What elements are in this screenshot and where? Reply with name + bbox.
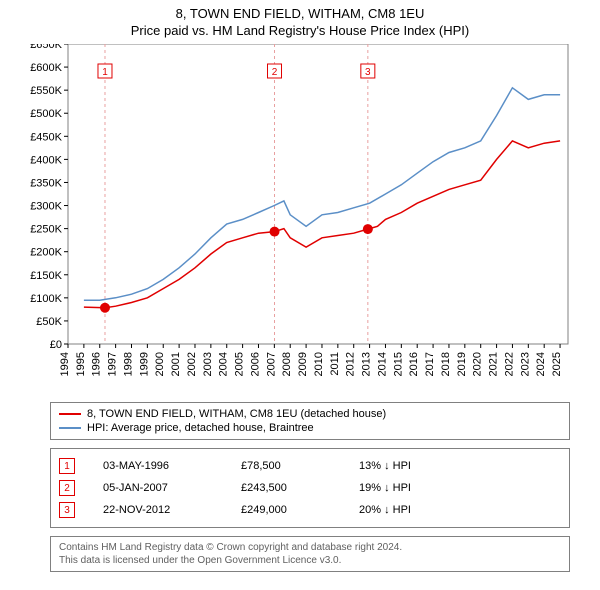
legend-item: 8, TOWN END FIELD, WITHAM, CM8 1EU (deta…	[59, 407, 561, 421]
legend-swatch	[59, 427, 81, 429]
svg-text:2010: 2010	[313, 352, 325, 376]
svg-text:2005: 2005	[234, 352, 246, 376]
license-line-2: This data is licensed under the Open Gov…	[59, 554, 561, 567]
svg-text:2025: 2025	[551, 352, 563, 376]
svg-text:£300K: £300K	[30, 201, 62, 213]
svg-text:1995: 1995	[75, 352, 87, 376]
svg-text:2018: 2018	[440, 352, 452, 376]
svg-text:2007: 2007	[265, 352, 277, 376]
event-date: 22-NOV-2012	[103, 504, 213, 516]
legend: 8, TOWN END FIELD, WITHAM, CM8 1EU (deta…	[50, 402, 570, 440]
svg-text:1998: 1998	[122, 352, 134, 376]
svg-text:£200K: £200K	[30, 247, 62, 259]
svg-text:1996: 1996	[91, 352, 103, 376]
title-line-1: 8, TOWN END FIELD, WITHAM, CM8 1EU	[0, 0, 600, 21]
event-row: 1 03-MAY-1996 £78,500 13% ↓ HPI	[59, 455, 561, 477]
legend-item: HPI: Average price, detached house, Brai…	[59, 421, 561, 435]
svg-text:1997: 1997	[107, 352, 119, 376]
svg-text:3: 3	[365, 67, 371, 78]
svg-text:2021: 2021	[488, 352, 500, 376]
svg-text:2023: 2023	[519, 352, 531, 376]
svg-text:2013: 2013	[361, 352, 373, 376]
license-notice: Contains HM Land Registry data © Crown c…	[50, 536, 570, 572]
svg-text:2017: 2017	[424, 352, 436, 376]
svg-text:£0: £0	[50, 339, 62, 351]
event-diff: 19% ↓ HPI	[359, 482, 561, 494]
svg-text:2006: 2006	[249, 352, 261, 376]
svg-text:2003: 2003	[202, 352, 214, 376]
svg-text:2024: 2024	[535, 352, 547, 376]
line-chart: £0 £50K £100K £150K £200K £250K £300K £350K £400…	[20, 44, 580, 394]
svg-text:£550K: £550K	[30, 85, 62, 97]
svg-text:2004: 2004	[218, 352, 230, 376]
event-diff: 13% ↓ HPI	[359, 460, 561, 472]
svg-text:2000: 2000	[154, 352, 166, 376]
svg-text:2012: 2012	[345, 352, 357, 376]
event-marker: 1	[59, 458, 75, 474]
svg-text:2016: 2016	[408, 352, 420, 376]
svg-text:2015: 2015	[392, 352, 404, 376]
event-marker: 3	[59, 502, 75, 518]
event-date: 05-JAN-2007	[103, 482, 213, 494]
svg-text:£600K: £600K	[30, 62, 62, 74]
event-price: £78,500	[241, 460, 331, 472]
svg-text:1994: 1994	[59, 352, 71, 376]
svg-text:2014: 2014	[376, 352, 388, 376]
legend-label: HPI: Average price, detached house, Brai…	[87, 422, 314, 434]
svg-text:1: 1	[102, 67, 108, 78]
chart-area: £0 £50K £100K £150K £200K £250K £300K £350K £400…	[20, 44, 580, 394]
license-line-1: Contains HM Land Registry data © Crown c…	[59, 541, 561, 554]
svg-text:£500K: £500K	[30, 108, 62, 120]
legend-label: 8, TOWN END FIELD, WITHAM, CM8 1EU (deta…	[87, 408, 386, 420]
svg-text:£450K: £450K	[30, 131, 62, 143]
event-diff: 20% ↓ HPI	[359, 504, 561, 516]
svg-text:£150K: £150K	[30, 270, 62, 282]
svg-text:2: 2	[272, 67, 278, 78]
svg-text:1999: 1999	[138, 352, 150, 376]
svg-text:£50K: £50K	[36, 316, 62, 328]
svg-text:£250K: £250K	[30, 224, 62, 236]
event-price: £249,000	[241, 504, 331, 516]
event-marker: 2	[59, 480, 75, 496]
svg-text:2019: 2019	[456, 352, 468, 376]
svg-text:2002: 2002	[186, 352, 198, 376]
svg-text:2009: 2009	[297, 352, 309, 376]
event-row: 2 05-JAN-2007 £243,500 19% ↓ HPI	[59, 477, 561, 499]
svg-text:2020: 2020	[472, 352, 484, 376]
svg-text:£100K: £100K	[30, 293, 62, 305]
svg-text:2011: 2011	[329, 352, 341, 376]
event-date: 03-MAY-1996	[103, 460, 213, 472]
legend-swatch	[59, 413, 81, 415]
event-price: £243,500	[241, 482, 331, 494]
svg-text:£350K: £350K	[30, 177, 62, 189]
svg-text:2008: 2008	[281, 352, 293, 376]
svg-text:2001: 2001	[170, 352, 182, 376]
event-row: 3 22-NOV-2012 £249,000 20% ↓ HPI	[59, 499, 561, 521]
events-table: 1 03-MAY-1996 £78,500 13% ↓ HPI 2 05-JAN-2007…	[50, 448, 570, 528]
svg-text:£400K: £400K	[30, 154, 62, 166]
svg-text:£650K: £650K	[30, 44, 62, 51]
chart-container: 8, TOWN END FIELD, WITHAM, CM8 1EU Price…	[0, 0, 600, 590]
title-line-2: Price paid vs. HM Land Registry's House …	[0, 21, 600, 44]
svg-text:2022: 2022	[503, 352, 515, 376]
